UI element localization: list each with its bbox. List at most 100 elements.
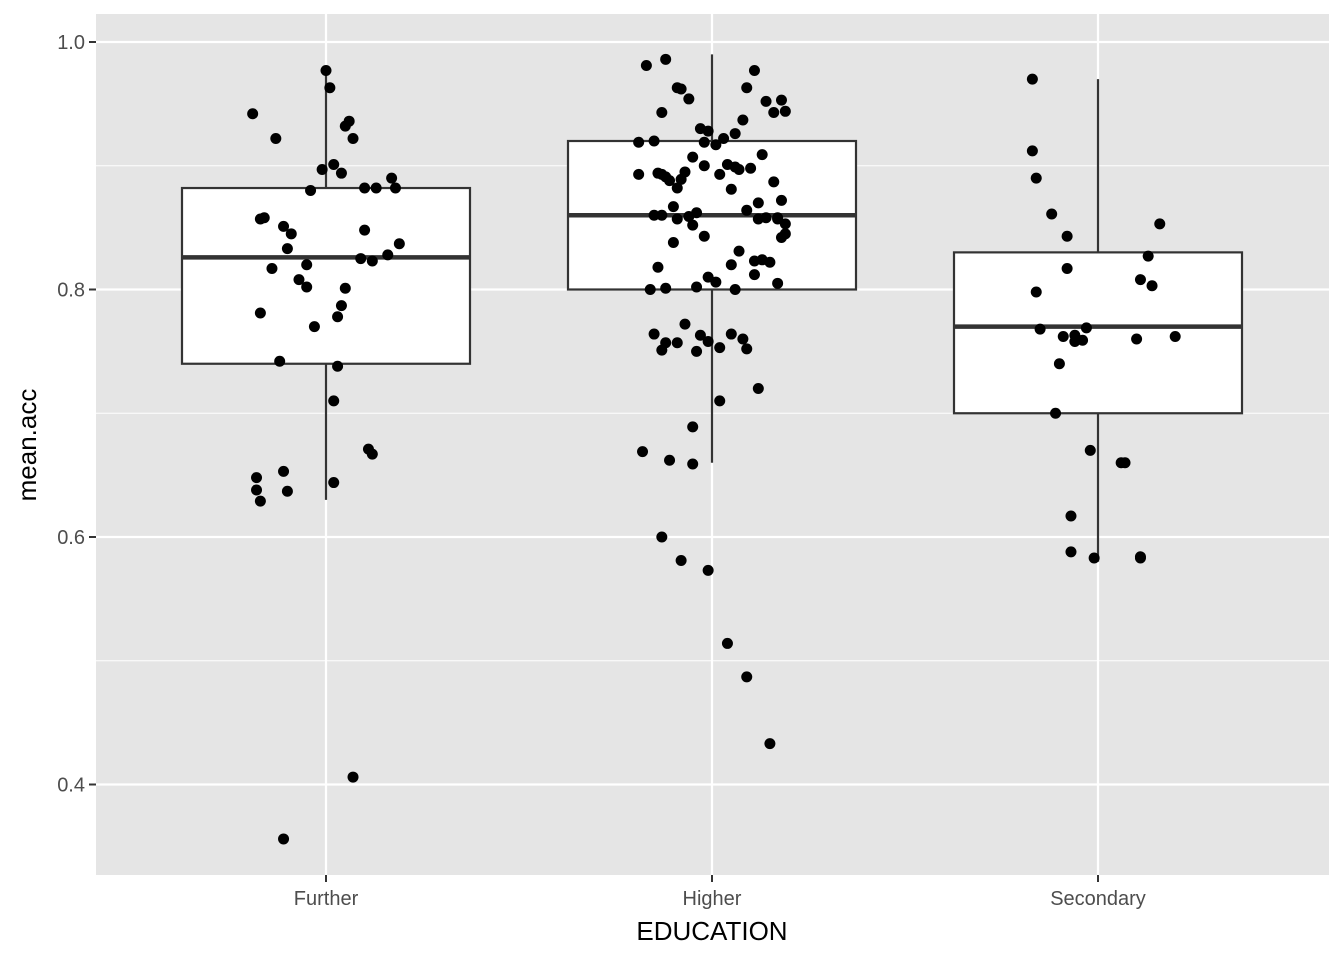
axes-layer: 0.4 0.6 0.8 1.0 Further Higher Secondary <box>57 32 1146 910</box>
data-point <box>768 176 780 188</box>
x-tick-label: Secondary <box>1050 888 1146 910</box>
data-point <box>1026 145 1038 157</box>
data-point <box>748 269 760 281</box>
data-point <box>278 465 290 477</box>
data-point <box>656 344 668 356</box>
data-point <box>328 477 340 489</box>
boxes-layer <box>180 54 1244 562</box>
data-point <box>656 107 668 119</box>
data-point <box>718 133 730 145</box>
data-point <box>737 114 749 126</box>
data-point <box>687 458 699 470</box>
data-point <box>1053 358 1065 370</box>
data-point <box>648 328 660 340</box>
data-point <box>339 282 351 294</box>
data-point <box>667 236 679 248</box>
data-point <box>370 182 382 194</box>
data-point <box>745 162 757 174</box>
data-point <box>675 173 687 185</box>
data-point <box>305 185 317 196</box>
data-point <box>335 167 347 179</box>
data-point <box>656 168 668 180</box>
data-point <box>1050 407 1062 419</box>
data-point <box>332 311 344 323</box>
data-point <box>1077 334 1089 346</box>
box-secondary <box>952 79 1244 562</box>
data-point <box>698 136 710 148</box>
data-point <box>702 335 714 347</box>
data-point <box>1065 546 1077 558</box>
data-point <box>274 355 286 367</box>
data-point <box>285 228 297 240</box>
data-point <box>251 484 263 496</box>
data-point <box>752 383 764 394</box>
data-point <box>301 259 313 271</box>
data-point <box>301 281 313 293</box>
data-point <box>756 149 768 161</box>
data-point <box>671 337 683 349</box>
data-point <box>278 220 290 232</box>
data-point <box>756 254 768 266</box>
data-point <box>733 245 745 257</box>
data-point <box>664 454 676 466</box>
data-point <box>691 345 703 357</box>
data-point <box>254 307 266 319</box>
data-point <box>714 168 726 180</box>
data-point <box>741 204 753 216</box>
data-point <box>1084 444 1096 456</box>
data-point <box>775 94 787 106</box>
data-point <box>687 421 699 433</box>
data-point <box>633 168 645 180</box>
iqr-box <box>180 186 472 365</box>
data-point <box>1026 73 1038 85</box>
data-point <box>1080 322 1092 334</box>
data-point <box>725 259 737 271</box>
data-point <box>347 771 359 783</box>
data-point <box>328 159 340 171</box>
data-point <box>1142 250 1154 262</box>
data-point <box>698 160 710 172</box>
data-point <box>687 219 699 231</box>
data-point <box>1061 262 1073 274</box>
data-point <box>1030 172 1042 184</box>
data-point <box>671 182 683 194</box>
data-point <box>691 207 703 219</box>
y-tick-label: 0.8 <box>57 280 85 302</box>
data-point <box>648 209 660 221</box>
data-point <box>332 360 344 372</box>
iqr-box <box>952 251 1244 415</box>
data-point <box>366 448 378 460</box>
data-point <box>1030 286 1042 298</box>
data-point <box>324 82 336 94</box>
data-point <box>386 172 398 184</box>
data-point <box>633 136 645 148</box>
data-point <box>768 107 780 119</box>
y-tick-label: 0.4 <box>57 775 85 797</box>
data-point <box>1169 331 1181 343</box>
data-point <box>1057 331 1069 343</box>
data-point <box>737 333 749 345</box>
data-point <box>652 261 664 273</box>
data-point <box>779 228 791 240</box>
data-point <box>679 318 691 330</box>
data-point <box>714 342 726 354</box>
data-point <box>702 125 714 137</box>
x-axis-title: EDUCATION <box>636 916 787 946</box>
data-point <box>343 115 355 127</box>
data-point <box>667 201 679 213</box>
y-tick-label: 0.6 <box>57 527 85 549</box>
data-point <box>328 395 340 407</box>
data-point <box>729 161 741 173</box>
data-point <box>258 212 270 224</box>
data-point <box>691 281 703 293</box>
y-axis-title: mean.acc <box>12 389 42 502</box>
data-point <box>320 64 332 76</box>
data-point <box>698 230 710 242</box>
data-point <box>725 183 737 195</box>
data-point <box>729 128 741 140</box>
data-point <box>347 133 359 145</box>
data-point <box>671 213 683 225</box>
data-point <box>251 472 263 484</box>
data-point <box>1088 552 1100 564</box>
